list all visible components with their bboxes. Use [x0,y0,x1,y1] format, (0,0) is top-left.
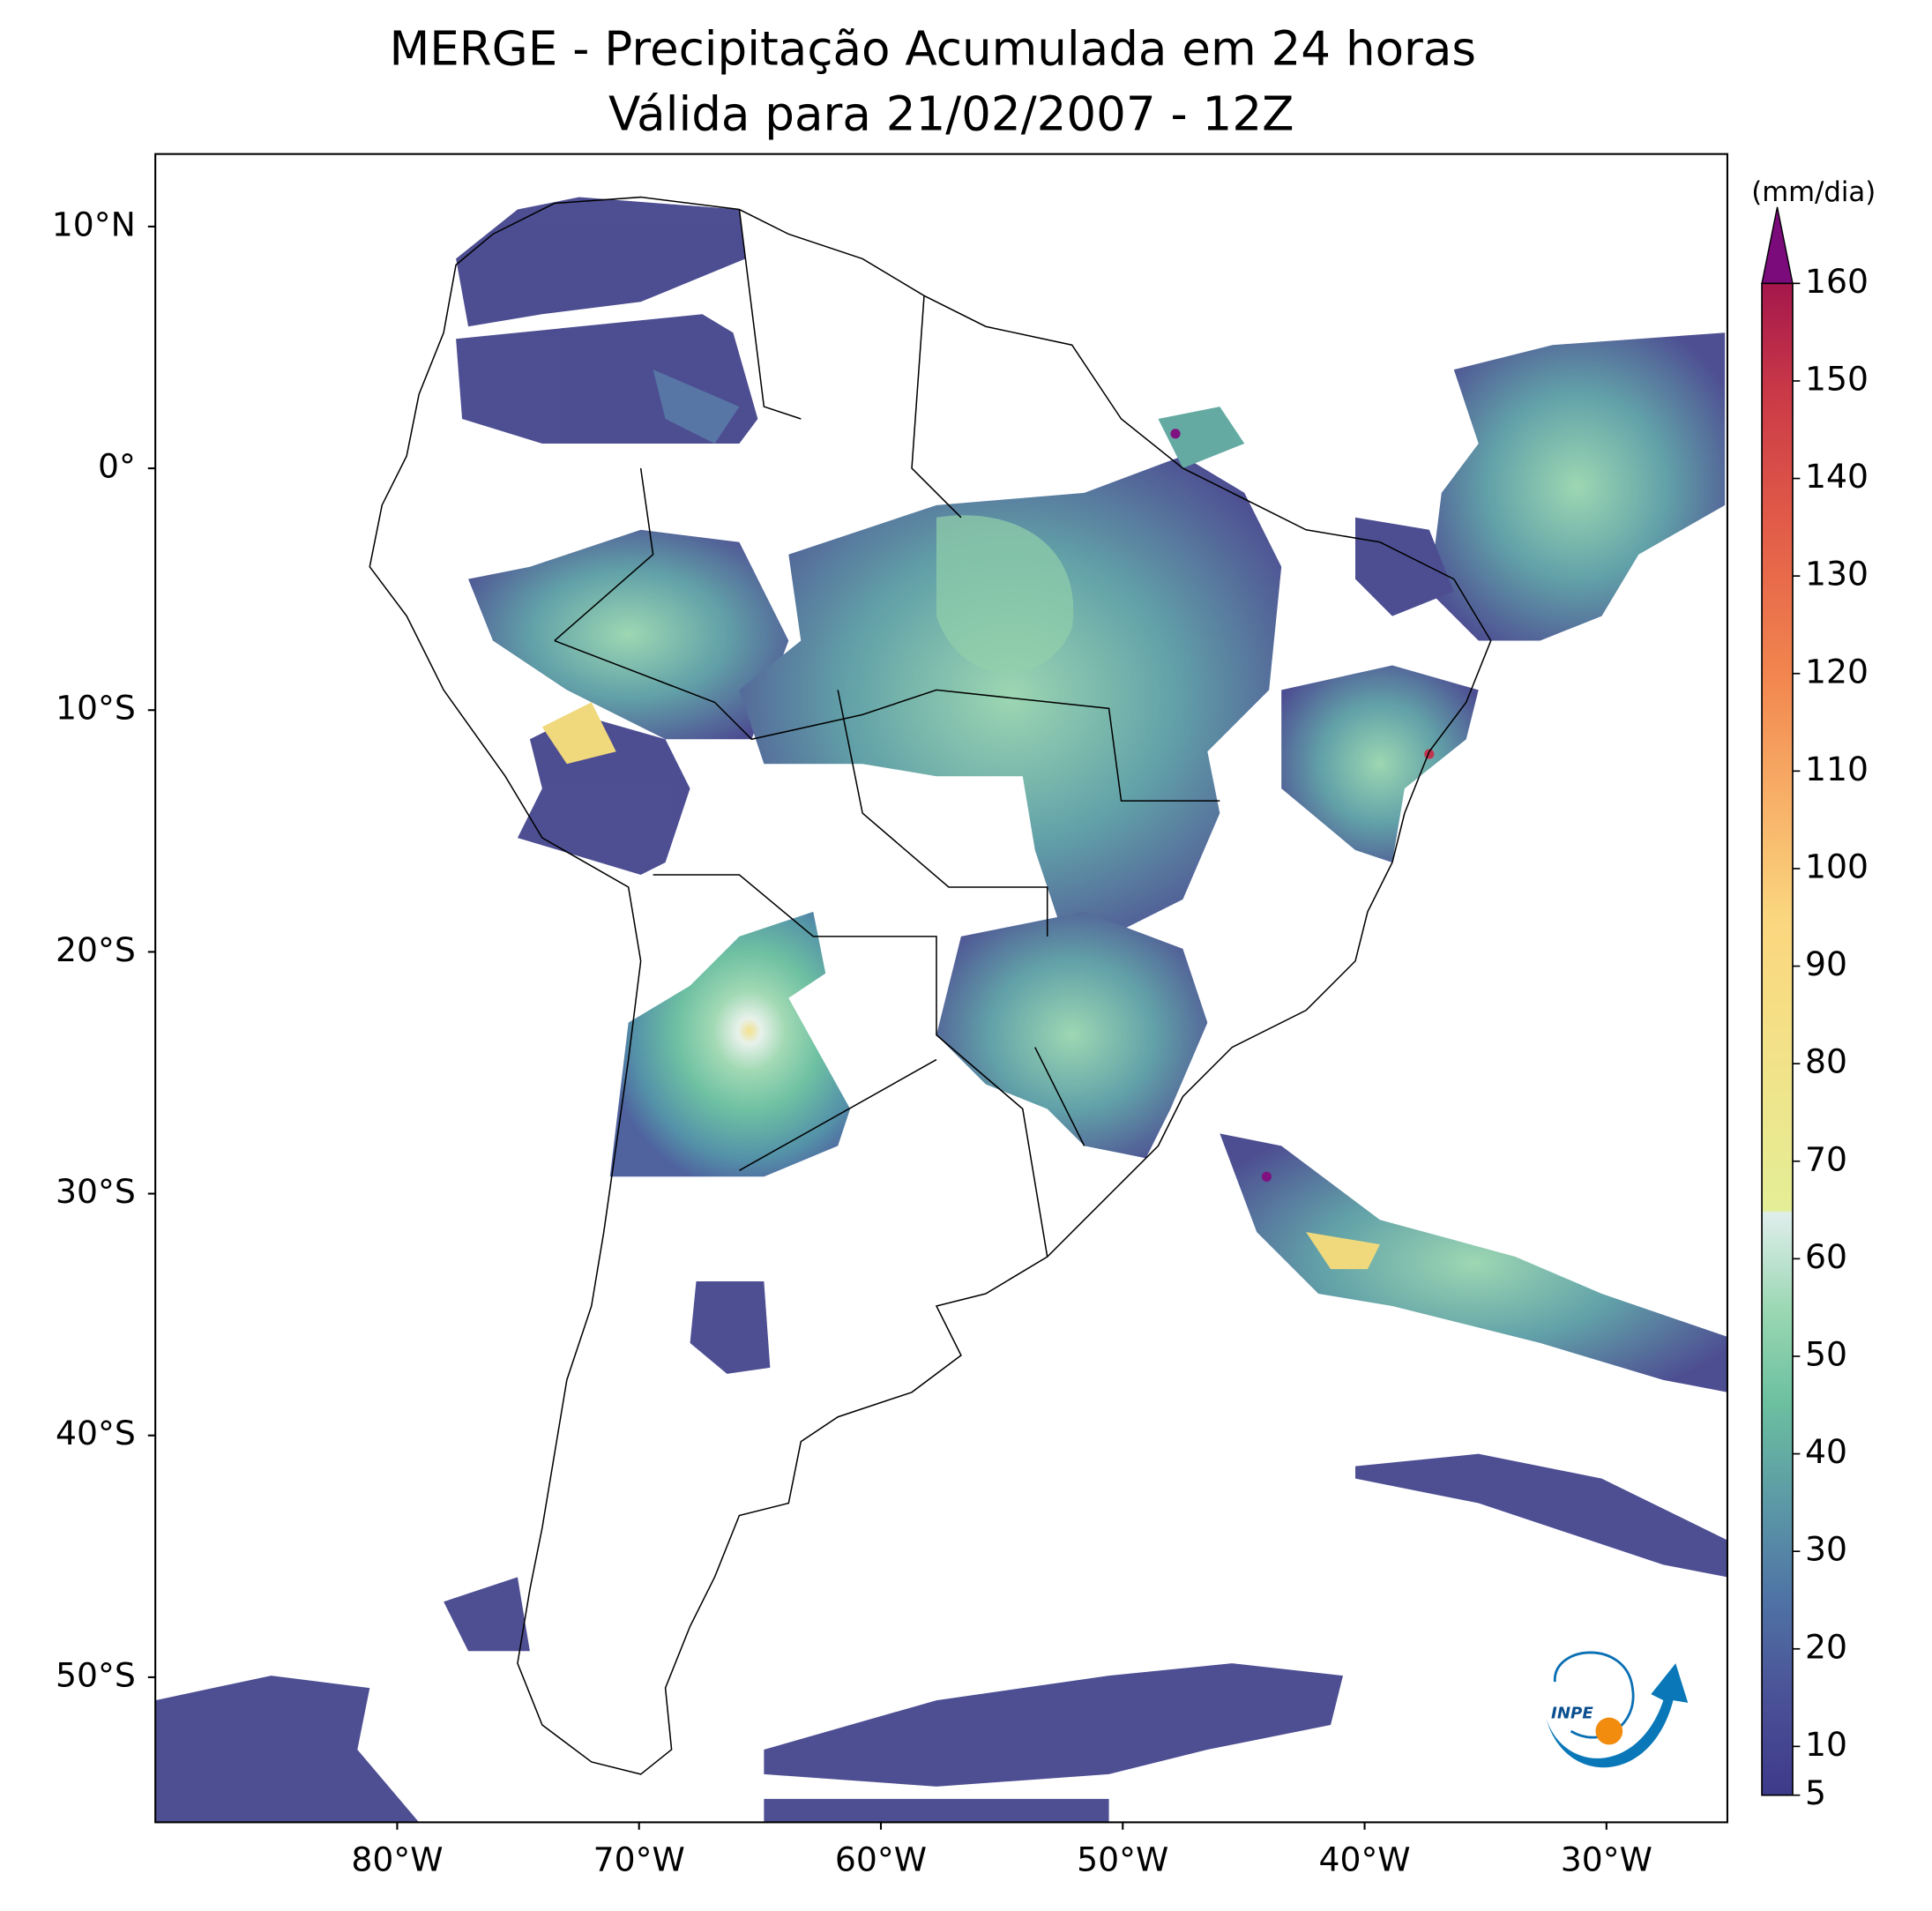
title: MERGE - Precipitação Acumulada em 24 hor… [389,21,1476,76]
coastline [369,196,1492,1775]
colorbar-tick-label: 140 [1805,457,1869,496]
map-frame [154,153,1728,1824]
colorbar-label: (mm/dia) [1751,176,1876,208]
colorbar-tick-label: 20 [1805,1627,1847,1666]
colorbar-tick-label: 70 [1805,1139,1847,1178]
colorbar-tick-label: 110 [1805,750,1869,788]
lon-tick-label: 60°W [835,1840,927,1879]
lon-tick-label: 80°W [351,1840,443,1879]
colorbar-tick-label: 10 [1805,1725,1847,1764]
colorbar-extension [1761,206,1794,285]
lon-tick-label: 70°W [593,1840,685,1879]
lat-tick-label: 10°S [56,689,136,728]
colorbar-tick-label: 5 [1805,1773,1826,1812]
colorbar-tick-label: 60 [1805,1237,1847,1276]
colorbar-scale [1762,283,1793,1795]
colorbar-tick-label: 40 [1805,1432,1847,1471]
colorbar-outline [1761,282,1794,1796]
colorbar-tick-label: 100 [1805,847,1869,885]
axes: 10°N 0° 10°S 20°S 30°S 40°S 50°S 80°W 70°W 60°W 50… [52,205,1652,1878]
colorbar-tick-label: 90 [1805,944,1847,983]
colorbar-tick-label: 150 [1805,359,1869,398]
lon-tick-label: 30°W [1561,1840,1652,1879]
colorbar-tick-label: 80 [1805,1042,1847,1081]
colorbar-tick-label: 30 [1805,1530,1847,1569]
colorbar-tick-label: 130 [1805,555,1869,593]
colorbar-tick-label: 160 [1805,262,1869,301]
logo-text: INPE [1551,1704,1593,1722]
subtitle: Válida para 21/02/2007 - 12Z [608,86,1294,141]
lon-tick-label: 50°W [1077,1840,1168,1879]
lat-tick-label: 0° [98,447,136,486]
lat-tick-label: 20°S [56,930,136,969]
lat-tick-label: 30°S [56,1172,136,1211]
colorbar-tick-label: 120 [1805,652,1869,690]
colorbar-tick-label: 50 [1805,1334,1847,1373]
borders [554,209,1220,1258]
map-area [155,196,1727,1823]
precipitation-field [155,197,1727,1823]
inpe-logo: INPE [1546,1651,1689,1768]
lat-tick-label: 40°S [56,1414,136,1452]
lon-tick-label: 40°W [1318,1840,1410,1879]
lat-tick-label: 50°S [56,1655,136,1694]
colorbar: (mm/dia) 5 10 20 30 40 50 60 70 80 90 100 110 120 130… [1751,176,1876,1812]
lat-tick-label: 10°N [52,205,136,243]
